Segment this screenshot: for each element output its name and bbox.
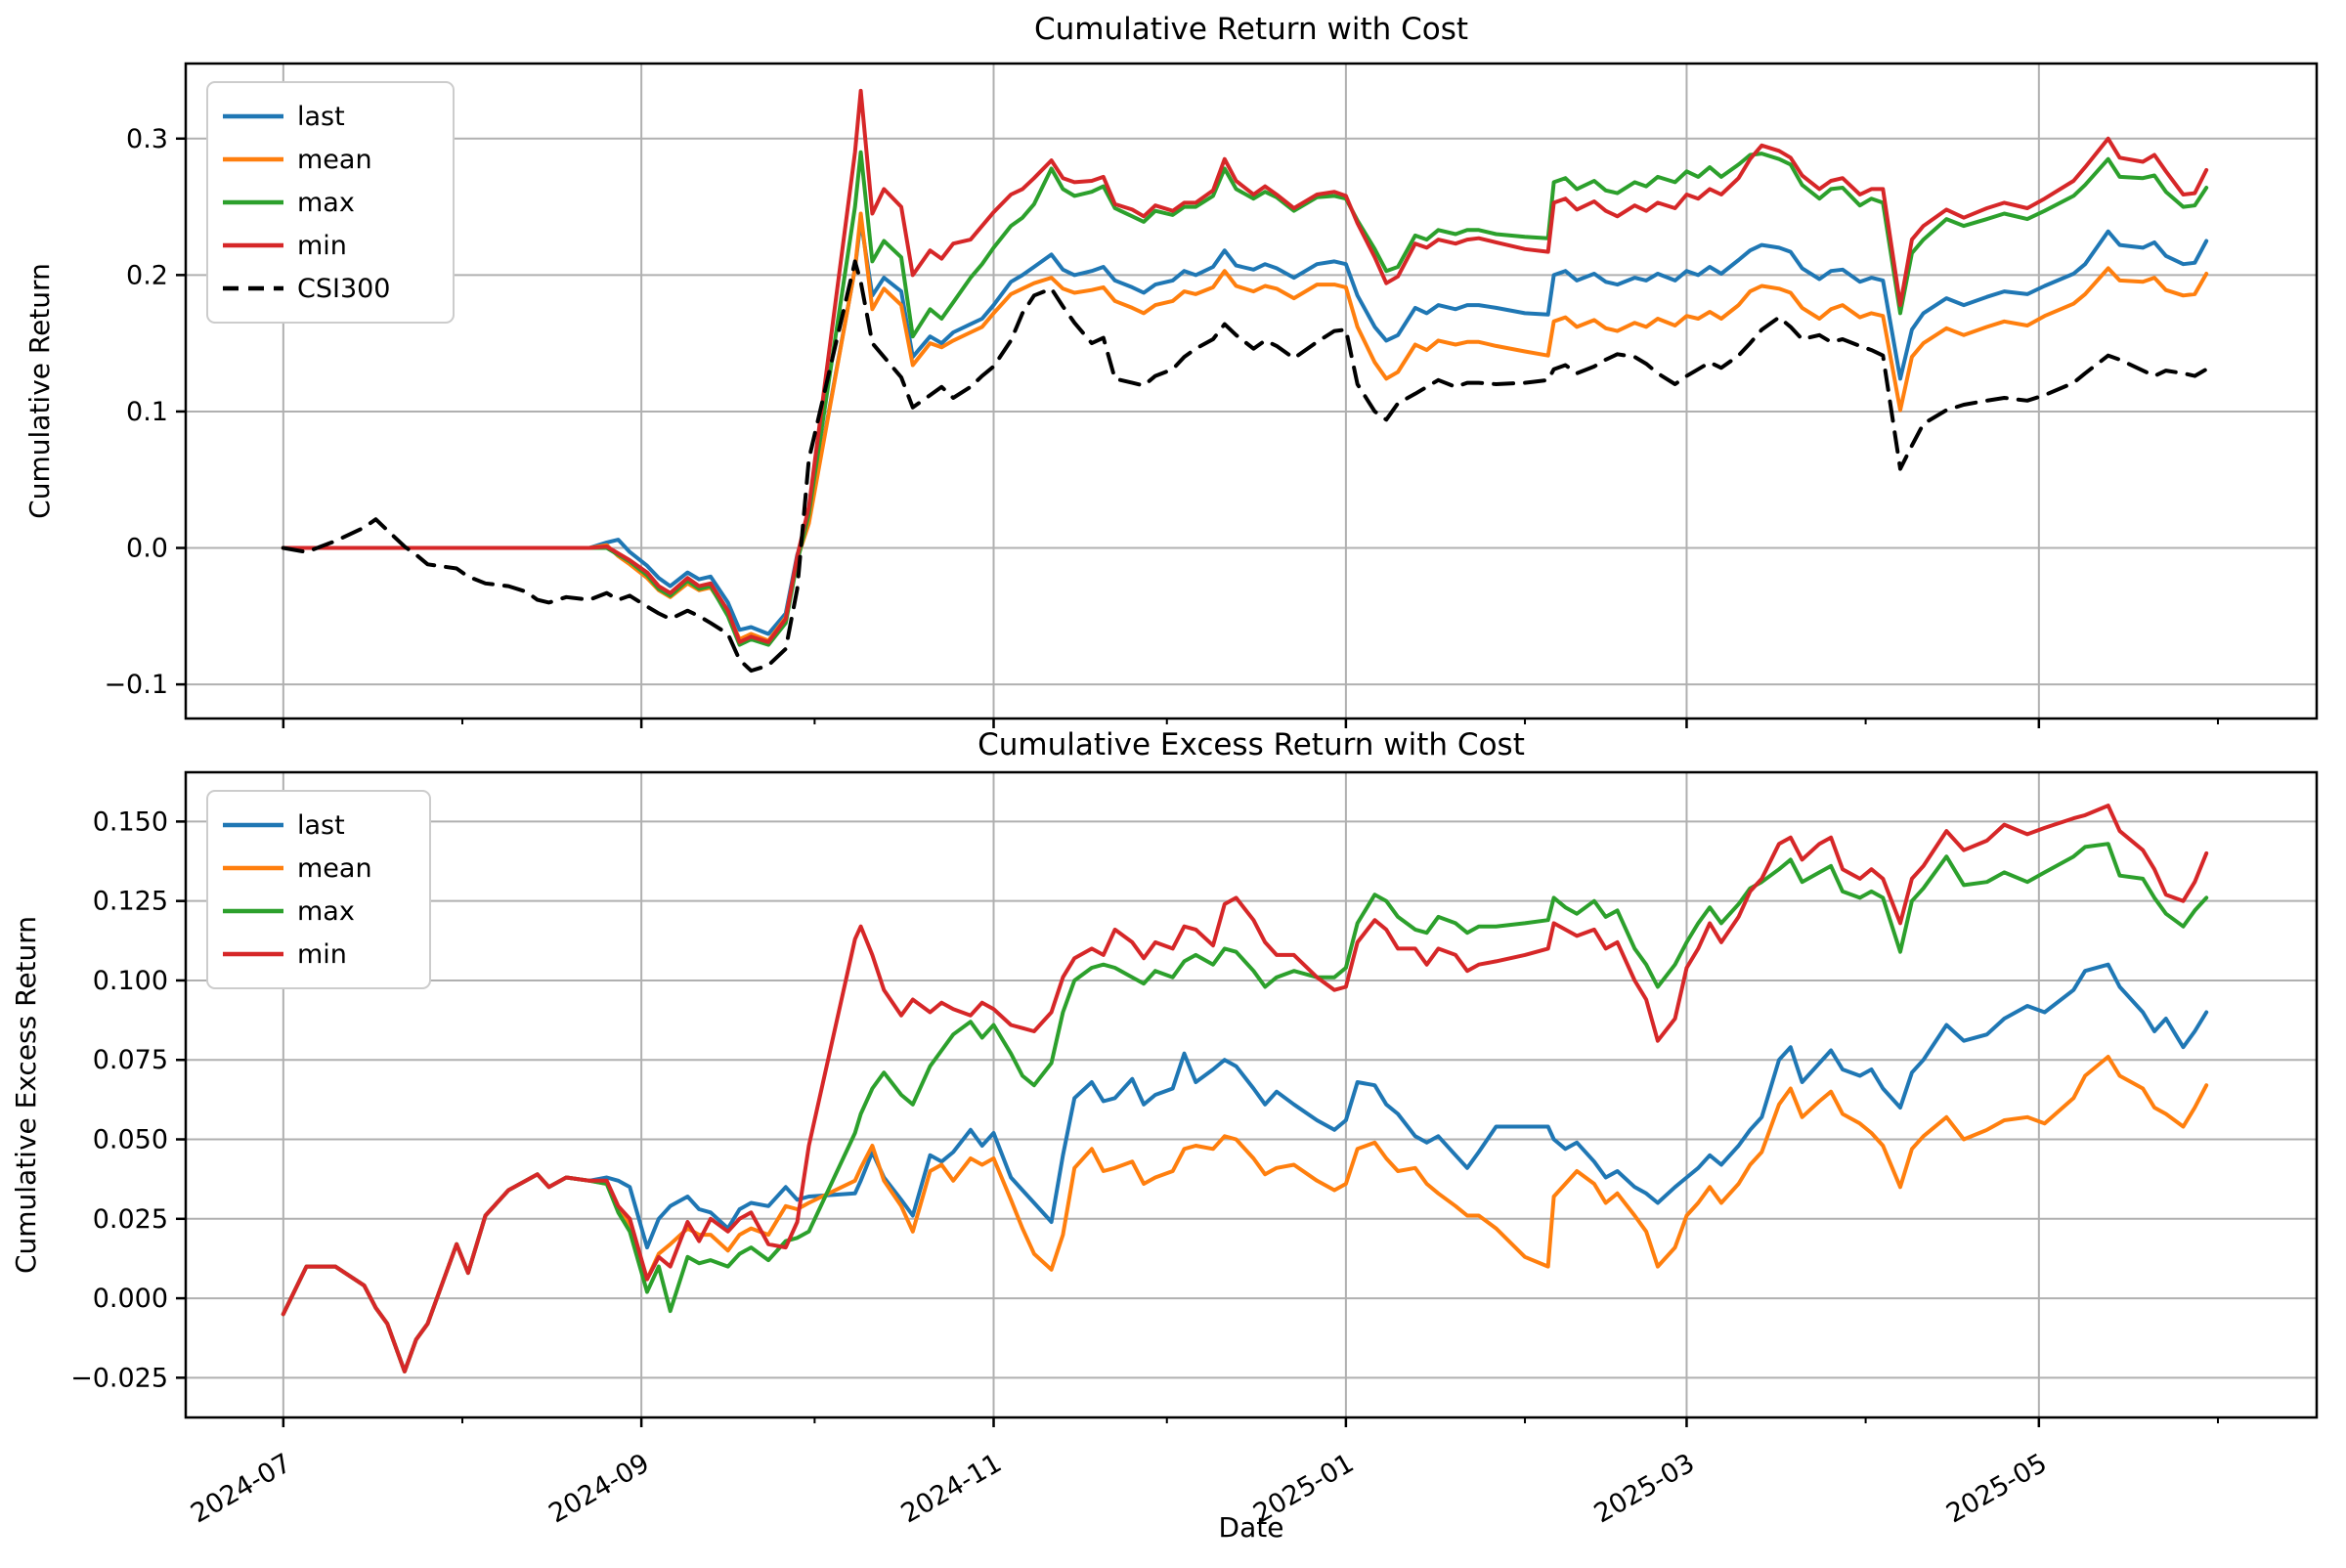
legend-label-mean: mean: [297, 145, 372, 175]
axes-spines: [184, 770, 2319, 1419]
y-tick-label: −0.025: [70, 1363, 168, 1393]
series-line-last: [281, 962, 2209, 1373]
legend-box: [206, 81, 455, 324]
legend-label-CSI300: CSI300: [297, 274, 391, 304]
bottom-chart-plot-area: −0.025 0.000 0.025 0.050 0.075 0.100 0.125 0.15…: [70, 770, 2319, 1529]
series-line-max: [281, 150, 2209, 647]
bottom-chart-ylabel: Cumulative Excess Return: [10, 916, 42, 1274]
y-tick-label: 0.2: [126, 260, 168, 290]
series-line-min: [281, 804, 2209, 1373]
y-tick-label: 0.125: [93, 887, 168, 917]
legend: last mean max min: [206, 790, 431, 989]
top-chart-plot-area: −0.1 0.0 0.1 0.2 0.3 last mean max min CSI300: [104, 62, 2319, 728]
y-tick-label: 0.025: [93, 1204, 168, 1235]
top-chart-ylabel: Cumulative Return: [23, 263, 56, 519]
y-tick-label: 0.150: [93, 806, 168, 837]
top-chart: Cumulative Return with Cost Cumulative R…: [23, 12, 2319, 728]
legend-label-min: min: [297, 939, 347, 970]
legend-label-last: last: [297, 810, 345, 841]
y-tick-label: 0.1: [126, 397, 168, 427]
legend-label-min: min: [297, 231, 347, 261]
legend-label-last: last: [297, 102, 345, 132]
bottom-chart: Cumulative Excess Return with Cost Cumul…: [10, 727, 2319, 1529]
x-tick-label: 2024-11: [896, 1448, 1007, 1529]
y-tick-label: 0.0: [126, 534, 168, 564]
series-line-max: [281, 842, 2209, 1373]
top-chart-title: Cumulative Return with Cost: [1034, 12, 1468, 47]
series-line-min: [281, 88, 2209, 644]
legend-box: [206, 790, 431, 989]
legend: last mean max min CSI300: [206, 81, 455, 324]
series-line-mean: [281, 211, 2209, 643]
x-axis-label: Date: [1219, 1511, 1284, 1544]
x-tick-label: 2025-03: [1589, 1448, 1700, 1529]
series-line-mean: [281, 1055, 2209, 1373]
y-tick-label: 0.100: [93, 966, 168, 996]
series-line-CSI300: [281, 259, 2209, 674]
y-tick-label: 0.3: [126, 124, 168, 154]
x-tick-label: 2024-07: [186, 1448, 296, 1529]
y-tick-label: 0.050: [93, 1125, 168, 1155]
x-tick-label: 2025-05: [1941, 1448, 2052, 1529]
bottom-chart-title: Cumulative Excess Return with Cost: [978, 727, 1525, 762]
legend-label-max: max: [297, 896, 355, 927]
axes-spines: [184, 62, 2319, 720]
x-tick-label: 2024-09: [543, 1448, 654, 1529]
y-tick-label: 0.075: [93, 1045, 168, 1075]
legend-label-max: max: [297, 188, 355, 218]
legend-label-mean: mean: [297, 853, 372, 884]
series-line-last: [281, 218, 2209, 636]
y-tick-label: 0.000: [93, 1284, 168, 1314]
y-tick-label: −0.1: [104, 670, 168, 700]
